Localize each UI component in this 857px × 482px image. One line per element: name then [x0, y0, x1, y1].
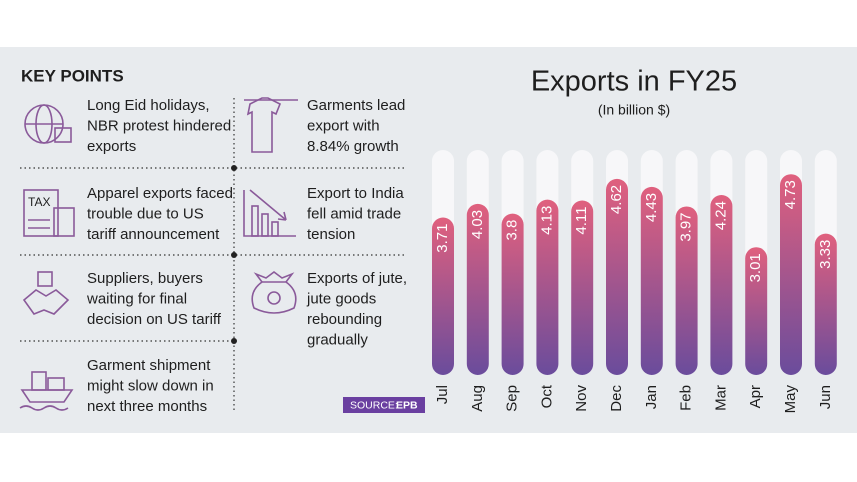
value-label: 3.71	[434, 224, 451, 253]
key-point-text: tension	[307, 226, 355, 243]
x-tick-label: Aug	[469, 385, 486, 412]
chart-subtitle: (In billion $)	[598, 102, 670, 118]
chart-title: Exports in FY25	[531, 66, 737, 98]
key-point-text: 8.84% growth	[307, 138, 399, 155]
bar	[675, 206, 698, 375]
source-name: EPB	[396, 399, 418, 411]
bar	[710, 195, 733, 375]
divider-dots	[231, 165, 237, 344]
bar	[814, 233, 837, 375]
x-tick-label: Feb	[678, 385, 695, 411]
x-tick-label: May	[782, 385, 799, 414]
x-tick-label: Mar	[712, 385, 729, 411]
bar	[432, 217, 454, 375]
key-point-text: rebounding	[307, 311, 382, 328]
key-point-text: waiting for final	[86, 290, 187, 307]
svg-text:TAX: TAX	[28, 195, 50, 209]
x-tick-label: Jul	[434, 385, 451, 404]
key-point-text: fell amid trade	[307, 205, 401, 222]
x-tick-label: Nov	[573, 385, 590, 412]
value-label: 4.43	[643, 193, 660, 222]
bar	[536, 199, 559, 375]
key-point-text: tariff announcement	[87, 226, 220, 243]
key-point-text: decision on US tariff	[87, 311, 222, 328]
key-point-text: NBR protest hindered	[87, 117, 231, 134]
value-label: 4.62	[608, 185, 625, 214]
value-label: 4.13	[538, 206, 555, 235]
value-label: 3.97	[678, 212, 695, 241]
key-point-text: Garments lead	[307, 97, 405, 114]
key-point-text: Long Eid holidays,	[87, 97, 210, 114]
value-label: 4.11	[573, 207, 590, 235]
bar	[501, 213, 524, 375]
key-point-text: Export to India	[307, 185, 404, 202]
value-label: 4.73	[782, 180, 799, 209]
bar	[745, 247, 768, 375]
key-point-text: trouble due to US	[87, 205, 204, 222]
key-point-text: exports	[87, 138, 136, 155]
key-point-text: Exports of jute,	[307, 270, 407, 287]
value-label: 3.33	[817, 240, 834, 269]
value-label: 4.24	[712, 201, 729, 230]
source-box	[343, 397, 425, 413]
x-tick-label: Apr	[747, 385, 764, 408]
bar	[571, 200, 594, 375]
key-point-text: Garment shipment	[87, 357, 211, 374]
key-point-text: gradually	[307, 331, 368, 348]
value-label: 3.8	[504, 220, 521, 241]
value-label: 3.01	[747, 253, 764, 282]
key-point-text: jute goods	[306, 290, 376, 307]
bar	[780, 174, 802, 375]
key-point-text: Suppliers, buyers	[87, 270, 203, 287]
x-tick-label: Jun	[817, 385, 834, 409]
bar	[466, 203, 489, 375]
x-tick-label: Jan	[643, 385, 660, 409]
key-points-heading: KEY POINTS	[21, 66, 124, 85]
key-point-text: Apparel exports faced	[87, 185, 233, 202]
source-label: SOURCE:	[350, 399, 398, 411]
key-point-text: export with	[307, 117, 380, 134]
key-point-text: next three months	[87, 398, 207, 415]
icons: TAX	[19, 97, 298, 411]
dividers	[20, 98, 405, 412]
x-tick-label: Dec	[608, 385, 625, 412]
bar	[640, 186, 663, 375]
bar	[606, 178, 628, 375]
value-label: 4.03	[469, 210, 486, 239]
key-point-text: might slow down in	[87, 377, 214, 394]
x-tick-label: Oct	[538, 384, 555, 408]
x-tick-label: Sep	[504, 385, 521, 412]
